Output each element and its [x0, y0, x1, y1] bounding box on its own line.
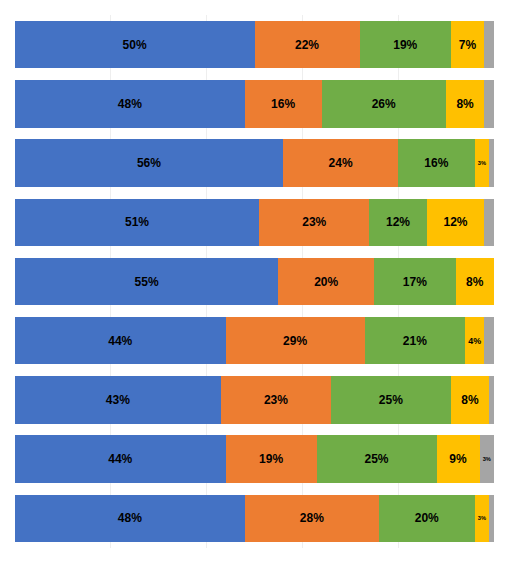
svg-text:29%: 29% — [283, 334, 307, 348]
svg-text:3%: 3% — [483, 456, 491, 462]
svg-text:17%: 17% — [403, 275, 427, 289]
svg-text:19%: 19% — [259, 452, 283, 466]
svg-text:51%: 51% — [125, 215, 149, 229]
svg-text:26%: 26% — [372, 97, 396, 111]
svg-text:16%: 16% — [271, 97, 295, 111]
svg-text:9%: 9% — [449, 452, 467, 466]
svg-text:25%: 25% — [379, 393, 403, 407]
svg-text:22%: 22% — [295, 38, 319, 52]
svg-text:48%: 48% — [118, 511, 142, 525]
svg-text:8%: 8% — [456, 97, 474, 111]
svg-text:4%: 4% — [468, 336, 481, 346]
svg-text:55%: 55% — [135, 275, 159, 289]
svg-text:24%: 24% — [329, 156, 353, 170]
svg-text:48%: 48% — [118, 97, 142, 111]
svg-text:20%: 20% — [415, 511, 439, 525]
svg-text:44%: 44% — [108, 334, 132, 348]
svg-text:8%: 8% — [461, 393, 479, 407]
svg-text:56%: 56% — [137, 156, 161, 170]
svg-text:28%: 28% — [300, 511, 324, 525]
svg-text:8%: 8% — [466, 275, 484, 289]
svg-text:12%: 12% — [386, 215, 410, 229]
svg-text:12%: 12% — [444, 215, 468, 229]
svg-text:43%: 43% — [106, 393, 130, 407]
svg-text:20%: 20% — [314, 275, 338, 289]
svg-text:19%: 19% — [393, 38, 417, 52]
svg-text:7%: 7% — [459, 38, 477, 52]
svg-text:23%: 23% — [302, 215, 326, 229]
svg-text:21%: 21% — [403, 334, 427, 348]
svg-text:16%: 16% — [424, 156, 448, 170]
svg-text:23%: 23% — [264, 393, 288, 407]
svg-text:50%: 50% — [123, 38, 147, 52]
svg-text:44%: 44% — [108, 452, 132, 466]
svg-text:3%: 3% — [478, 160, 486, 166]
svg-text:3%: 3% — [478, 515, 486, 521]
svg-text:25%: 25% — [364, 452, 388, 466]
